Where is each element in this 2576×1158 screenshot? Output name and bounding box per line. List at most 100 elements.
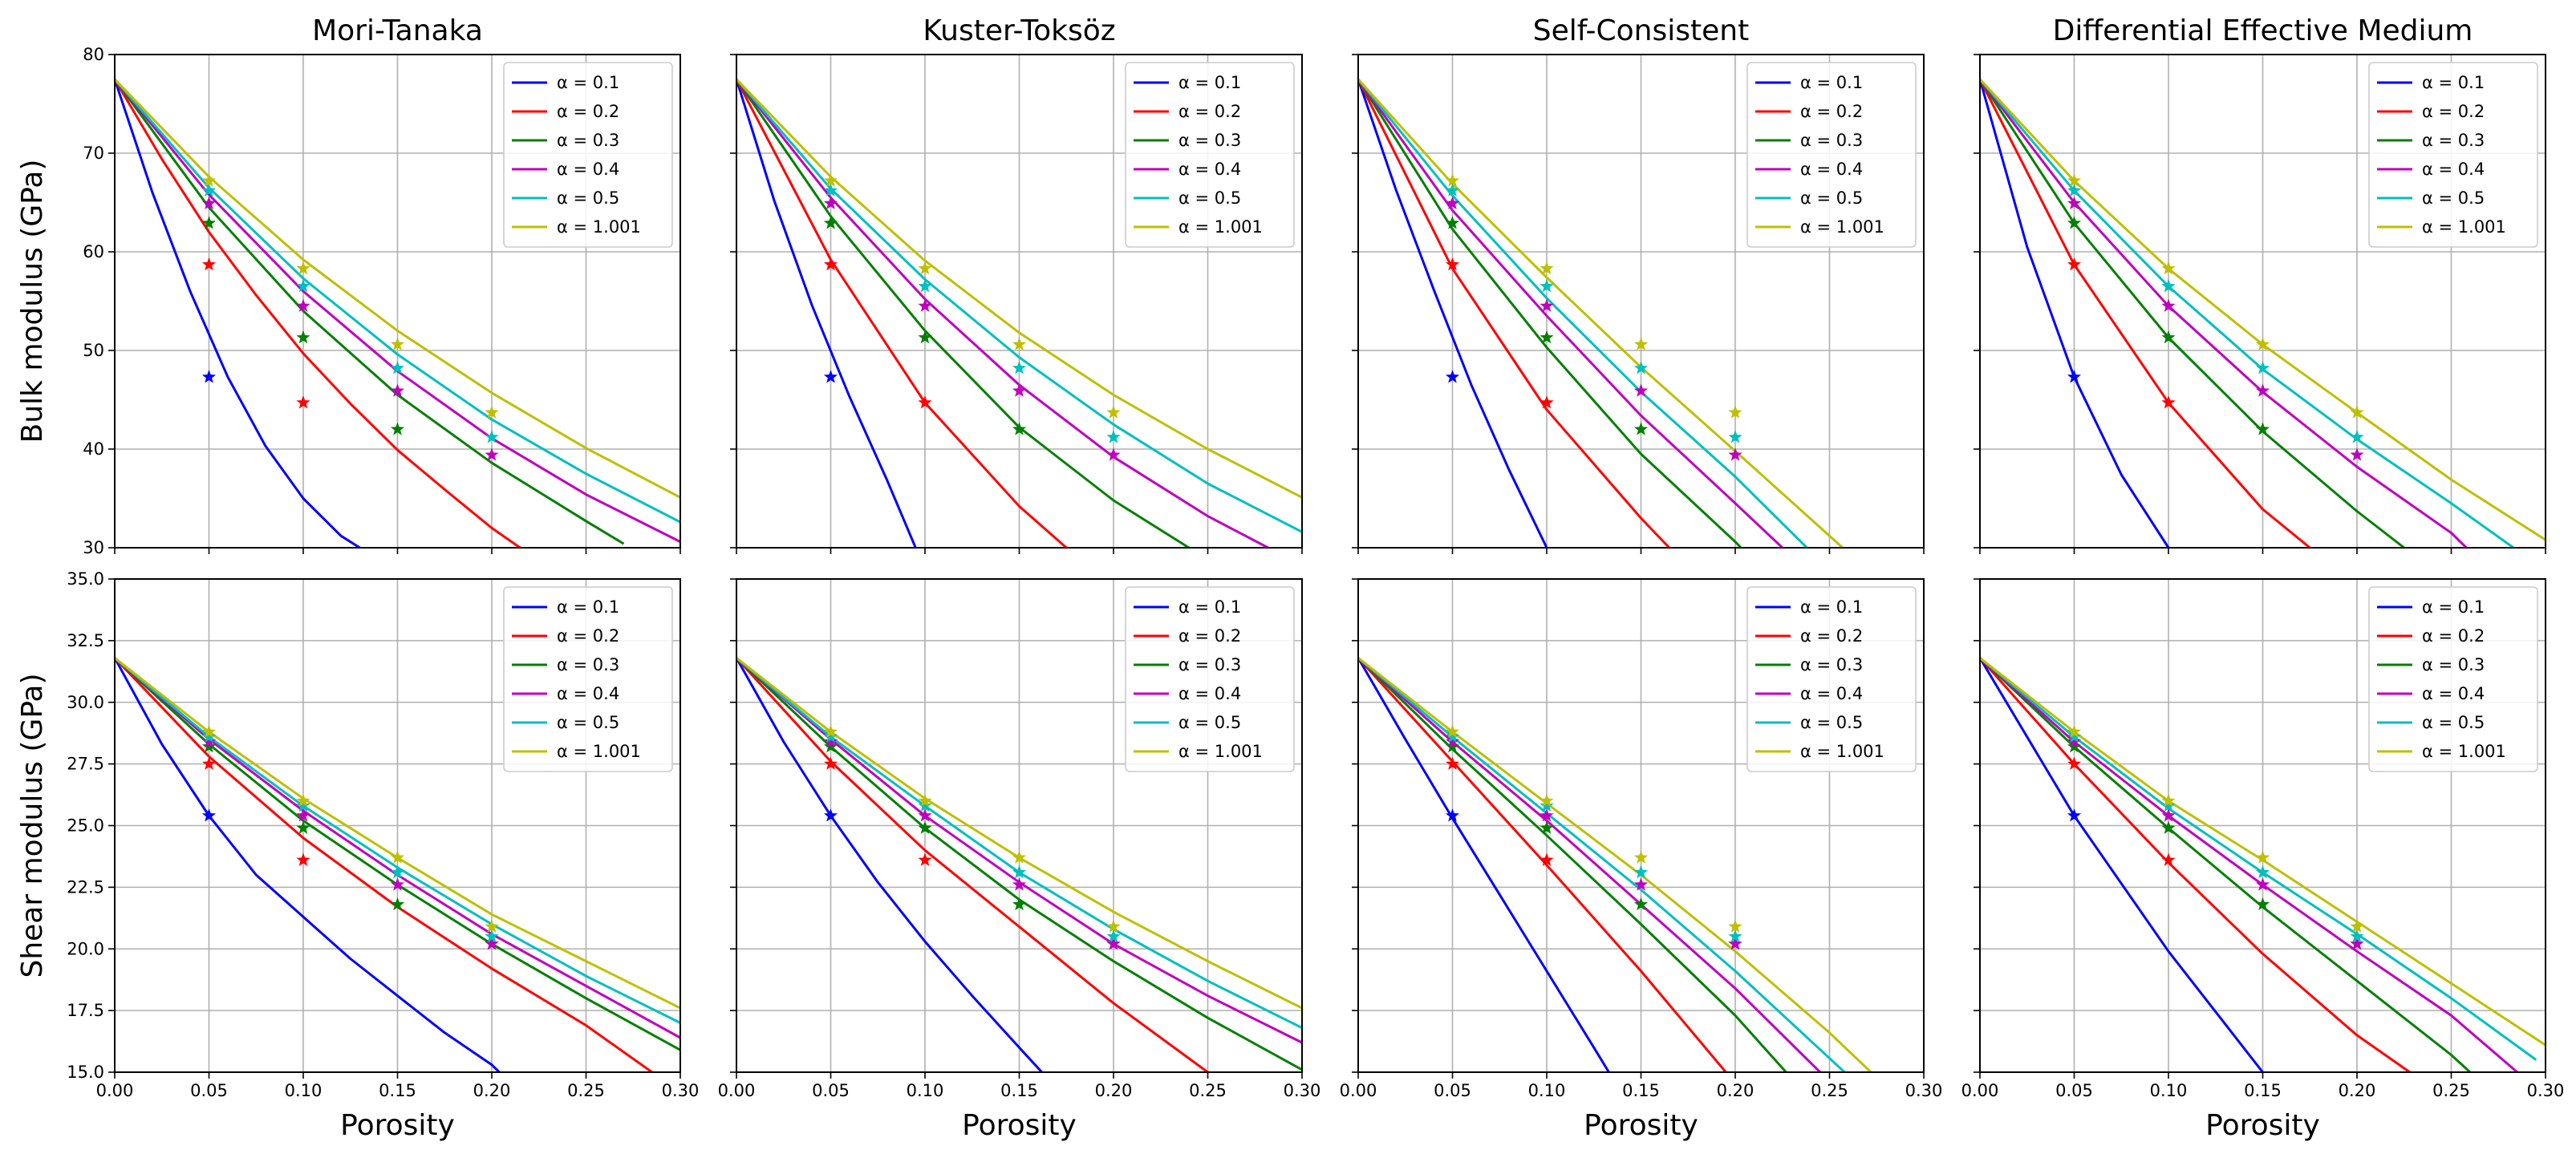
panel-bulk-1-y-tick-label: 80 — [83, 45, 104, 64]
panel-shear-1: 0.00 0.05 0.10 0.15 0.20 0.25 0.30 15.0 17.5 20.0… — [16, 569, 699, 1142]
panel-shear-4-line-alpha-2 — [1980, 657, 2411, 1072]
panel-shear-1-measured-star — [485, 937, 499, 950]
panel-bulk-1-y-tick-label: 30 — [83, 538, 104, 557]
panel-shear-4-measured-star — [2067, 729, 2082, 743]
panel-shear-1-legend-label: α = 1.001 — [557, 742, 641, 761]
panel-grid: 30 40 50 60 70 80 Mori-Tanaka Bulk modulus (GPa… — [16, 14, 2564, 1142]
panel-shear-1-measured-star — [201, 734, 217, 748]
panel-bulk-1-measured-star — [390, 361, 405, 375]
panel-shear-1-measured-star — [296, 798, 310, 812]
panel-shear-4-x-tick-label: 0.30 — [2527, 1081, 2565, 1100]
panel-shear-3-legend-label: α = 0.1 — [1800, 597, 1863, 617]
panel-bulk-4-measured-star — [2161, 395, 2176, 409]
panel-bulk-2-line-alpha-3 — [736, 78, 1190, 548]
panel-bulk-4-legend-label: α = 0.2 — [2422, 102, 2485, 121]
panel-bulk-1-legend: α = 0.1 α = 0.2 α = 0.3 α = 0.4 α = 0.5 α = 1… — [503, 62, 673, 248]
panel-bulk-4-legend-label: α = 0.1 — [2422, 73, 2485, 92]
panel-bulk-1-y-tick-label: 70 — [83, 144, 104, 163]
panel-shear-2-measured-star — [918, 820, 932, 834]
panel-shear-3-measured-star — [1445, 756, 1460, 770]
panel-shear-2-legend-box — [1125, 586, 1295, 772]
panel-bulk-2-measured-star — [823, 216, 838, 229]
panel-shear-4-legend-label: α = 0.2 — [2422, 626, 2485, 646]
panel-shear-1-y-tick-label: 22.5 — [67, 877, 104, 897]
panel-bulk-3-legend-label: α = 0.3 — [1800, 131, 1863, 150]
panel-shear-3-measured-star — [1540, 820, 1554, 834]
panel-bulk-2-legend: α = 0.1 α = 0.2 α = 0.3 α = 0.4 α = 0.5 α = 1… — [1125, 62, 1295, 248]
panel-bulk-1-legend-label: α = 0.5 — [557, 188, 619, 208]
panel-shear-1-measured-star — [201, 724, 217, 738]
panel-bulk-2-legend-label: α = 0.2 — [1178, 102, 1241, 121]
panel-shear-3-measured-star — [1445, 739, 1460, 753]
panel-bulk-3-measured-star — [1540, 261, 1554, 275]
panel-shear-3-line-alpha-1 — [1358, 657, 1610, 1072]
panel-bulk-1-measured-star — [296, 330, 310, 344]
panel-bulk-2-measured-star — [823, 370, 838, 383]
panel-bulk-1-line-alpha-2 — [115, 79, 521, 548]
panel-bulk-1-legend-label: α = 0.4 — [557, 160, 619, 179]
panel-bulk-1-measured-star — [485, 405, 499, 419]
panel-bulk-4-measured-star — [2067, 183, 2082, 197]
panel-shear-1-measured-star — [201, 808, 217, 822]
panel-bulk-2-legend-label: α = 1.001 — [1178, 217, 1263, 237]
panel-shear-1-y-tick-label: 32.5 — [67, 631, 104, 650]
panel-shear-4-measured-star — [2350, 937, 2364, 950]
panel-bulk-4-legend-label: α = 0.4 — [2422, 160, 2485, 179]
panel-bulk-3-measured-star — [1633, 383, 1649, 397]
panel-shear-2-x-tick-label: 0.15 — [1000, 1081, 1038, 1100]
panel-bulk-1-legend-label: α = 1.001 — [557, 217, 641, 237]
panel-shear-3-measured-star — [1540, 808, 1554, 822]
panel-shear-2-measured-star — [1106, 929, 1121, 943]
panel-shear-2-measured-star — [823, 734, 838, 748]
panel-shear-4-measured-star — [2067, 734, 2082, 748]
panel-bulk-4-title: Differential Effective Medium — [2053, 14, 2473, 47]
panel-shear-3-measured-star — [1633, 877, 1649, 891]
panel-bulk-2-legend-label: α = 0.5 — [1178, 188, 1241, 208]
panel-shear-3-legend: α = 0.1 α = 0.2 α = 0.3 α = 0.4 α = 0.5 α = 1… — [1746, 586, 1917, 772]
panel-shear-1-measured-star — [485, 919, 499, 933]
panel-bulk-1-measured-star — [201, 370, 217, 383]
panel-bulk-3-measured-star — [1540, 395, 1554, 409]
panel-bulk-4-measured-star — [2350, 405, 2364, 419]
panel-bulk-1-measured-star — [390, 337, 405, 350]
panel-bulk-4-measured-star — [2067, 216, 2082, 229]
panel-bulk-4-measured-star — [2161, 279, 2176, 293]
panel-shear-1-y-tick-label: 25.0 — [67, 816, 104, 836]
panel-shear-4-measured-star — [2067, 724, 2082, 738]
panel-shear-2-legend-label: α = 0.5 — [1178, 713, 1241, 732]
panel-shear-3-legend-label: α = 1.001 — [1800, 742, 1884, 761]
panel-bulk-2-measured-star — [918, 395, 932, 409]
panel-shear-3-measured-star — [1728, 929, 1742, 943]
panel-bulk-1-measured-star — [485, 430, 499, 443]
panel-shear-4-measured-star — [2350, 929, 2364, 943]
panel-shear-1-y-tick-label: 35.0 — [67, 569, 104, 589]
panel-bulk-2-measured-star — [823, 173, 838, 187]
panel-bulk-3-line-alpha-2 — [1358, 79, 1670, 548]
panel-shear-3-measured-star — [1633, 850, 1649, 864]
panel-shear-1-measured-star — [390, 897, 405, 911]
panel-shear-4-x-tick-label: 0.05 — [2055, 1081, 2093, 1100]
panel-shear-3-measured-star — [1445, 808, 1460, 822]
panel-bulk-2-measured-star — [1106, 447, 1121, 461]
panel-bulk-2-measured-star — [823, 257, 838, 271]
panel-shear-3-x-tick-label: 0.30 — [1905, 1081, 1943, 1100]
panel-bulk-3-measured-star — [1633, 422, 1649, 435]
panel-shear-2: 0.00 0.05 0.10 0.15 0.20 0.25 0.30 Porosity α = … — [718, 578, 1320, 1142]
panel-shear-2-x-tick-label: 0.25 — [1189, 1081, 1227, 1100]
panel-bulk-4-measured-star — [2255, 383, 2270, 397]
panel-bulk-2-measured-star — [918, 279, 932, 293]
panel-shear-1-measured-star — [296, 820, 310, 834]
panel-shear-3-measured-star — [1445, 734, 1460, 748]
panel-shear-2-measured-star — [1012, 850, 1027, 864]
panel-shear-3-measured-star — [1540, 798, 1554, 812]
panel-shear-4-x-tick-label: 0.25 — [2432, 1081, 2470, 1100]
panel-shear-1-measured-star — [485, 929, 499, 943]
panel-bulk-3-measured-star — [1633, 361, 1649, 375]
panel-bulk-1-measured-star — [201, 183, 217, 197]
panel-shear-2-line-alpha-1 — [736, 657, 1043, 1072]
panel-shear-2-legend-label: α = 1.001 — [1178, 742, 1263, 761]
panel-shear-4-measured-star — [2067, 808, 2082, 822]
panel-shear-4-measured-star — [2161, 852, 2176, 866]
